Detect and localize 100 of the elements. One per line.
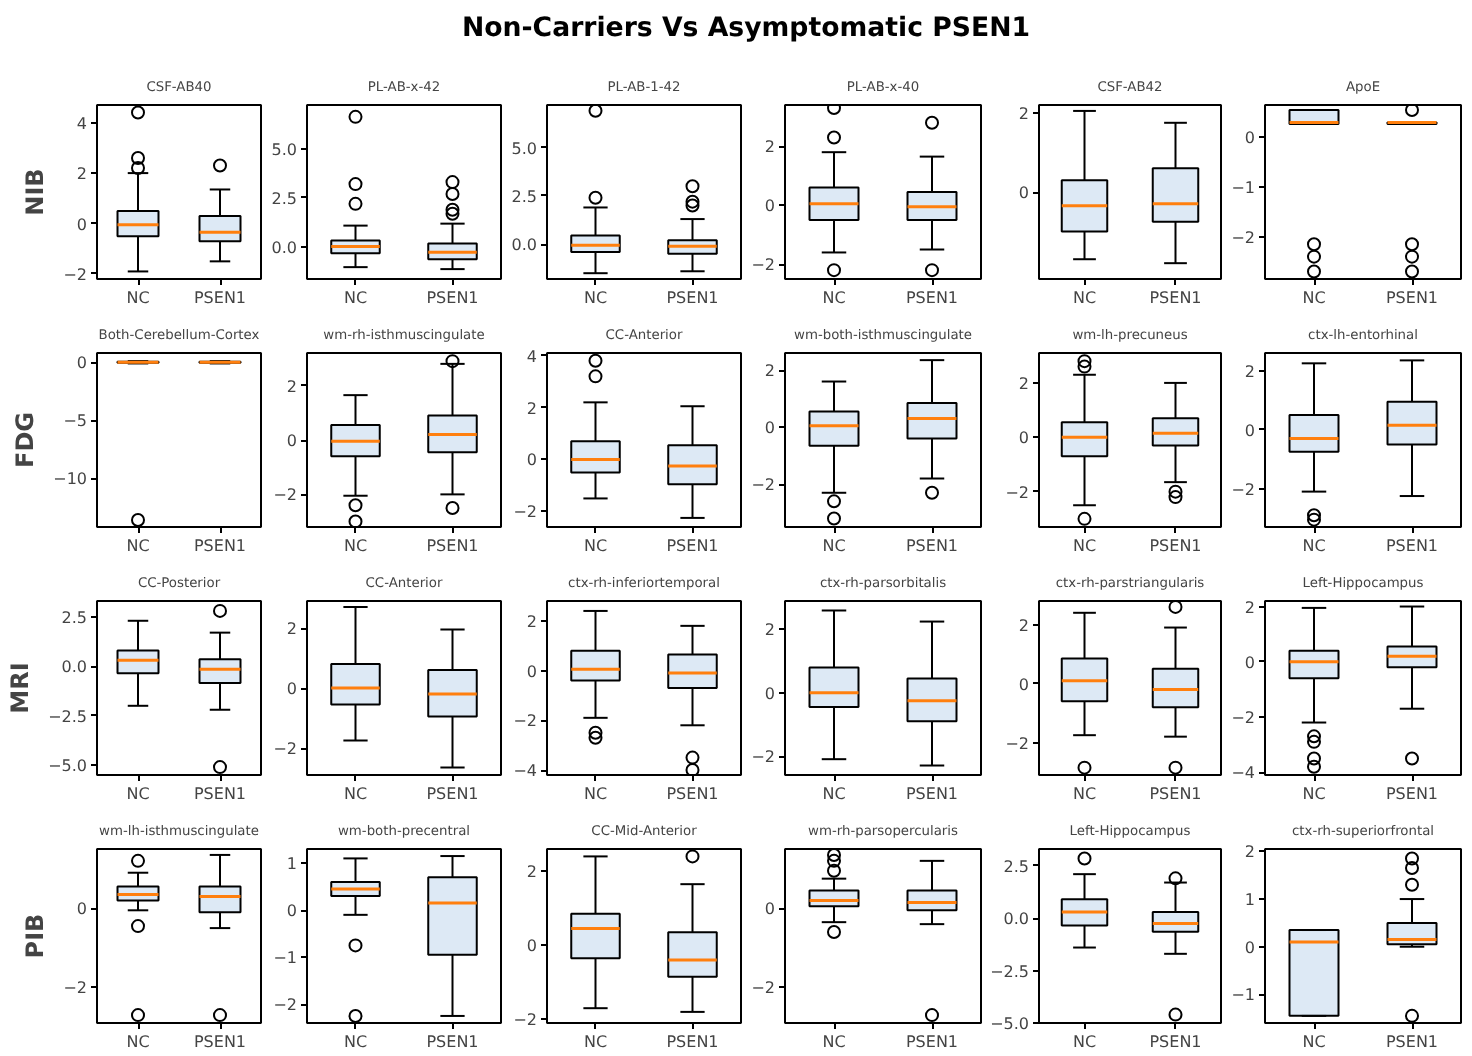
y-tick-label: 2.5 [511, 187, 538, 206]
x-tick-label: PSEN1 [193, 1033, 247, 1051]
y-axis-title: FDG [11, 411, 40, 469]
x-tick-label: NC [343, 1033, 368, 1051]
y-tick-label: 0 [286, 902, 298, 921]
y-tick-label: −2 [63, 265, 88, 284]
y-tick-label: 2 [1018, 374, 1030, 393]
y-axis-title: PIB [21, 913, 50, 959]
y-tick-label: −2 [751, 748, 776, 767]
y-tick-label: −1 [1231, 179, 1256, 198]
y-tick-label: −2 [273, 996, 298, 1015]
y-tick-label: 2 [764, 362, 776, 381]
y-tick-label: 0 [286, 432, 298, 450]
x-tick-label: NC [1302, 785, 1327, 803]
y-tick-label: 4 [526, 347, 538, 366]
y-tick-label: 2 [1244, 598, 1256, 617]
y-tick-label: 2 [764, 621, 776, 640]
y-tick-label: −2 [63, 979, 88, 998]
x-tick-label: PSEN1 [426, 537, 479, 555]
y-tick-label: 0 [526, 451, 538, 470]
x-tick-label: NC [343, 537, 368, 555]
y-tick-label: 2 [1018, 616, 1030, 635]
x-tick-label: PSEN1 [666, 1033, 719, 1051]
x-tick-label: NC [1302, 1033, 1327, 1051]
y-tick-label: −2.5 [48, 707, 88, 726]
y-tick-label: −2 [1231, 228, 1256, 247]
y-tick-label: 2 [286, 620, 298, 638]
x-tick-label: PSEN1 [666, 785, 719, 803]
y-tick-label: −1 [273, 949, 298, 968]
y-tick-label: 0 [1018, 184, 1030, 202]
y-tick-label: 0 [1018, 429, 1030, 448]
y-tick-label: −5.0 [48, 757, 88, 776]
y-tick-label: 0 [76, 215, 88, 234]
x-tick-label: NC [126, 785, 151, 803]
x-tick-label: PSEN1 [1385, 1033, 1439, 1051]
y-tick-label: 2 [1244, 362, 1256, 381]
x-tick-label: PSEN1 [666, 289, 719, 307]
y-tick-label: −4 [513, 762, 538, 781]
x-tick-label: NC [822, 1033, 847, 1051]
y-tick-label: −2.5 [990, 962, 1030, 981]
y-tick-label: 0 [1018, 675, 1030, 694]
x-tick-label: PSEN1 [1385, 289, 1439, 307]
x-tick-label: NC [583, 537, 608, 555]
y-tick-label: 5.0 [271, 140, 298, 159]
y-tick-label: 0 [76, 354, 88, 373]
y-tick-label: −5.0 [990, 1015, 1030, 1033]
x-tick-label: NC [1302, 289, 1327, 307]
x-tick-label: PSEN1 [1385, 537, 1439, 555]
y-tick-label: 0 [526, 937, 538, 956]
y-tick-label: 2 [526, 399, 538, 418]
y-tick-label: 0 [1244, 938, 1256, 957]
y-tick-label: −2 [273, 740, 298, 758]
y-tick-label: 2.5 [61, 608, 88, 627]
y-tick-label: 1 [1244, 891, 1256, 910]
x-tick-label: PSEN1 [426, 785, 479, 803]
x-tick-label: PSEN1 [1149, 537, 1202, 555]
x-tick-label: NC [583, 1033, 608, 1051]
x-tick-label: PSEN1 [1385, 785, 1439, 803]
x-tick-label: PSEN1 [905, 785, 959, 803]
y-tick-label: 0.0 [511, 236, 538, 255]
y-tick-label: −2 [1005, 483, 1030, 502]
x-tick-label: PSEN1 [905, 1033, 959, 1051]
y-tick-label: 0.0 [271, 239, 298, 258]
x-tick-label: NC [343, 289, 368, 307]
x-tick-label: PSEN1 [193, 289, 247, 307]
x-tick-label: NC [822, 785, 847, 803]
y-tick-label: 2 [286, 377, 298, 396]
y-tick-label: 0 [76, 900, 88, 919]
x-tick-label: PSEN1 [1149, 785, 1202, 803]
y-tick-label: −10 [53, 470, 88, 489]
y-tick-label: −4 [1231, 764, 1256, 783]
x-tick-label: NC [1072, 1033, 1097, 1051]
y-tick-label: 0.0 [61, 658, 88, 677]
x-tick-label: PSEN1 [666, 537, 719, 555]
x-tick-label: NC [1302, 537, 1327, 555]
y-tick-label: −1 [1231, 986, 1256, 1005]
y-tick-label: −2 [273, 486, 298, 505]
y-tick-label: −2 [1005, 734, 1030, 753]
x-tick-label: PSEN1 [905, 289, 959, 307]
y-tick-label: 2 [76, 165, 88, 184]
y-tick-label: 4 [76, 114, 88, 133]
y-tick-label: 0 [286, 680, 298, 698]
x-tick-label: NC [126, 537, 151, 555]
y-tick-label: 0 [764, 900, 776, 919]
x-tick-label: PSEN1 [193, 537, 247, 555]
x-tick-label: PSEN1 [193, 785, 247, 803]
x-tick-label: NC [822, 289, 847, 307]
x-tick-label: PSEN1 [1149, 289, 1202, 307]
y-tick-label: 5.0 [511, 139, 538, 158]
y-tick-label: 0 [1244, 129, 1256, 148]
x-tick-label: NC [1072, 537, 1097, 555]
y-tick-label: 0 [1244, 421, 1256, 440]
x-tick-label: NC [1072, 785, 1097, 803]
y-tick-label: −2 [513, 1011, 538, 1030]
y-tick-label: 0.0 [1003, 910, 1030, 929]
y-tick-label: 0 [764, 197, 776, 216]
y-tick-label: −5 [63, 412, 88, 431]
y-tick-label: 2 [526, 863, 538, 882]
y-tick-label: 0 [526, 662, 538, 681]
text: Non-Carriers Vs Asymptomatic PSEN1 [461, 14, 1031, 44]
